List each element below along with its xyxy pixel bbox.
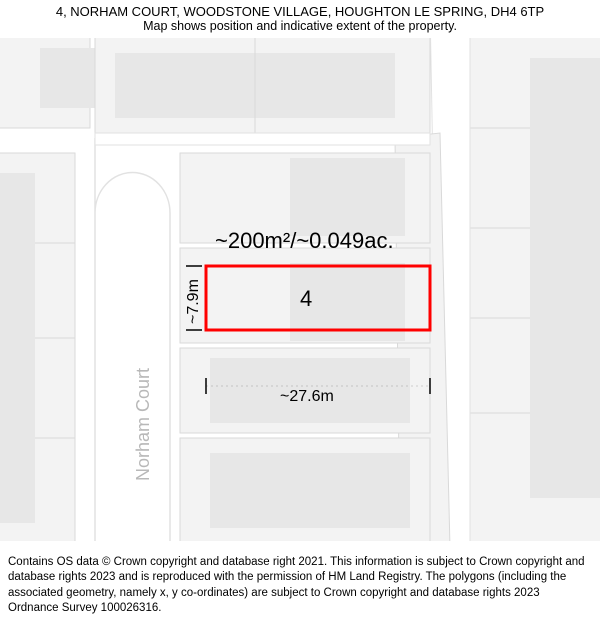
area-label: ~200m²/~0.049ac. bbox=[215, 228, 394, 254]
width-label: ~27.6m bbox=[280, 388, 334, 406]
building bbox=[210, 453, 410, 528]
building bbox=[0, 173, 35, 523]
subtitle: Map shows position and indicative extent… bbox=[10, 19, 590, 33]
building bbox=[530, 58, 600, 498]
height-label: ~7.9m bbox=[185, 279, 203, 324]
footer: Contains OS data © Crown copyright and d… bbox=[0, 549, 600, 625]
building bbox=[40, 48, 100, 108]
copyright-text: Contains OS data © Crown copyright and d… bbox=[8, 556, 585, 615]
header: 4, NORHAM COURT, WOODSTONE VILLAGE, HOUG… bbox=[0, 0, 600, 35]
road bbox=[95, 133, 430, 145]
plot-number: 4 bbox=[300, 286, 312, 312]
map-area: ~200m²/~0.049ac. 4 ~27.6m ~7.9m Norham C… bbox=[0, 38, 600, 541]
building bbox=[290, 158, 405, 236]
address-title: 4, NORHAM COURT, WOODSTONE VILLAGE, HOUG… bbox=[10, 4, 590, 19]
street-label: Norham Court bbox=[133, 368, 154, 481]
